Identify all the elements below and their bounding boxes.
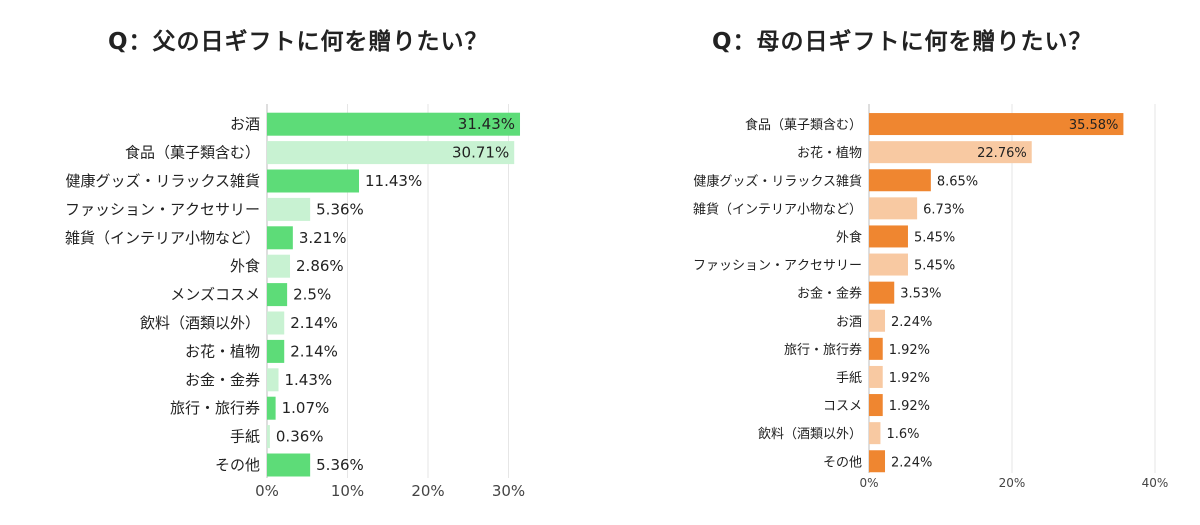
category-label: 手紙 [836,371,862,386]
value-label: 5.45% [914,259,955,274]
bar [267,396,276,420]
value-label: 2.14% [290,342,338,360]
bar [267,311,285,335]
chart-title: Q：父の日ギフトに何を贈りたい？ [108,29,489,55]
category-label: その他 [823,455,862,470]
category-label: コスメ [823,399,862,414]
bar [267,112,521,136]
x-tick-label: 20% [411,482,444,500]
mother-day-chart-panel: Q：母の日ギフトに何を贈りたい？ 0% 20% 40% 食品（菓子類含む） 35.58%… [600,0,1200,525]
bar [869,365,883,388]
value-label: 31.43% [458,115,515,133]
bar [869,197,918,220]
category-label: 旅行・旅行券 [170,399,260,417]
category-label: 外食 [230,257,260,275]
category-label: お花・植物 [797,145,862,161]
x-tick-label: 0% [859,476,878,490]
value-label: 0.36% [276,428,324,446]
bar [267,453,311,477]
category-label: お金・金券 [797,286,862,302]
value-label: 1.43% [285,371,333,389]
value-label: 5.36% [316,456,364,474]
value-label: 30.71% [452,144,509,162]
bar [267,169,360,193]
chart-title: Q：母の日ギフトに何を贈りたい？ [712,29,1093,55]
value-label: 3.53% [900,287,941,302]
category-label: お酒 [836,315,862,330]
category-label: メンズコスメ [170,286,260,304]
category-label: 飲料（酒類以外） [758,426,862,442]
bar [267,141,515,165]
value-label: 3.21% [299,229,347,247]
value-label: 22.76% [977,146,1027,161]
category-label: お花・植物 [185,342,260,360]
value-label: 1.07% [282,399,330,417]
x-tick-label: 40% [1142,476,1169,490]
value-label: 8.65% [937,174,978,189]
bar [869,169,931,192]
bar [267,197,311,221]
value-label: 1.92% [889,371,930,386]
bar [869,281,895,304]
category-label: お酒 [230,115,260,133]
category-label: 外食 [836,229,862,245]
bar [267,226,293,250]
bar [267,368,279,392]
category-label: 雑貨（インテリア小物など） [693,201,862,217]
bar [869,141,1032,164]
category-label: 飲料（酒類以外） [140,314,260,332]
bar [869,113,1124,136]
bar [869,253,908,276]
bar [267,283,288,307]
value-label: 5.36% [316,200,364,218]
bar [869,309,886,332]
category-label: 健康グッズ・リラックス雑貨 [65,172,260,190]
value-label: 11.43% [365,172,422,190]
category-label: 雑貨（インテリア小物など） [65,229,260,247]
value-label: 1.92% [889,343,930,358]
category-label: その他 [215,456,260,474]
category-label: 旅行・旅行券 [784,342,862,358]
category-label: ファッション・アクセサリー [65,200,260,218]
father-day-bar-chart: 0% 10% 20% 30% お酒 31.43% 食品（菓子類含む） 30.71% 健康グッズ・… [65,104,525,500]
bar [869,337,883,360]
bar [267,339,285,363]
father-day-chart-panel: Q：父の日ギフトに何を贈りたい？ 0% 10% 20% 30% お酒 31.43% 食品（菓… [65,29,525,500]
bar [869,225,908,248]
value-label: 1.6% [886,427,919,442]
value-label: 5.45% [914,230,955,245]
value-label: 35.58% [1069,118,1119,133]
value-label: 2.5% [293,286,331,304]
category-label: 食品（菓子類含む） [745,117,862,133]
category-label: 健康グッズ・リラックス雑貨 [693,173,862,189]
x-tick-label: 0% [255,482,279,500]
category-label: ファッション・アクセサリー [693,259,862,274]
value-label: 2.14% [290,314,338,332]
bar [267,425,270,449]
bar [267,254,291,278]
category-label: 食品（菓子類含む） [125,144,260,162]
value-label: 2.24% [891,455,932,470]
bar [869,394,883,417]
category-label: 手紙 [230,428,260,446]
value-label: 1.92% [889,399,930,414]
x-tick-label: 10% [331,482,364,500]
value-label: 2.86% [296,257,344,275]
x-tick-label: 30% [492,482,525,500]
value-label: 6.73% [923,202,964,217]
category-label: お金・金券 [185,371,260,389]
bar [869,450,886,473]
value-label: 2.24% [891,315,932,330]
bar [869,422,881,445]
x-tick-label: 20% [999,476,1026,490]
mother-day-bar-chart: 0% 20% 40% 食品（菓子類含む） 35.58% お花・植物 22.76% 健康グッズ・… [693,104,1169,490]
